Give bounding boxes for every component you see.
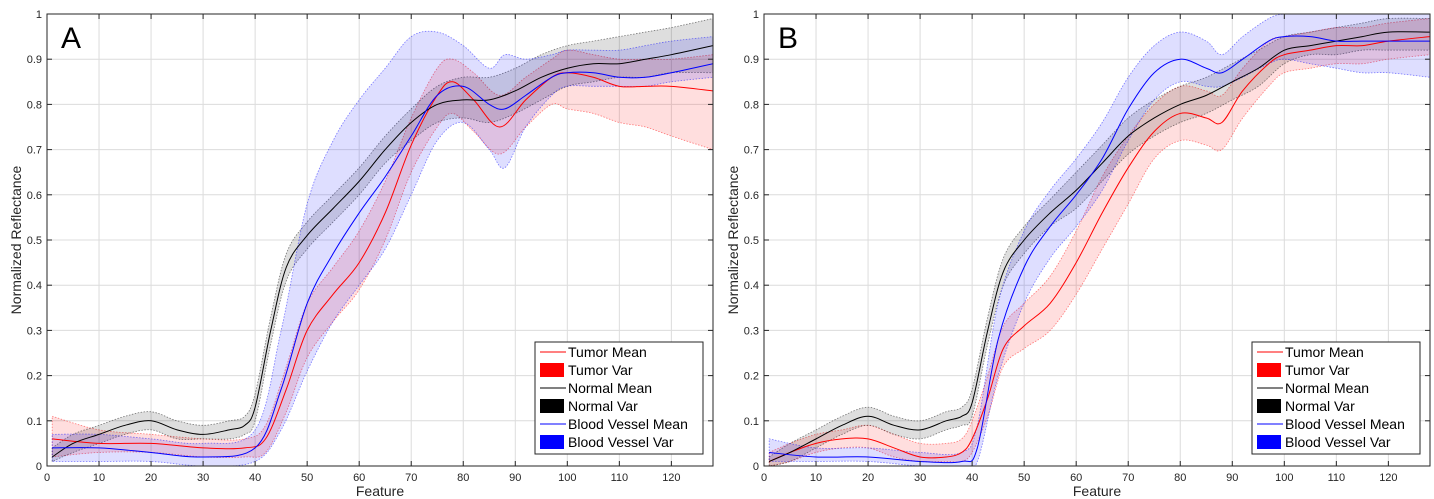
- normal-var-band: [768, 17, 1430, 466]
- y-tick-label: 0: [36, 461, 42, 473]
- y-tick-label: 0.5: [744, 235, 759, 247]
- legend-label-tumor-var: Tumor Var: [568, 362, 633, 378]
- legend-label-normal-var: Normal Var: [568, 398, 638, 414]
- x-tick-label: 120: [1379, 472, 1397, 484]
- x-tick-label: 110: [1328, 472, 1346, 484]
- y-tick-label: 0.2: [27, 371, 42, 383]
- x-tick-label: 40: [966, 472, 978, 484]
- legend-label-tumor-mean: Tumor Mean: [1285, 344, 1364, 360]
- x-tick-label: 90: [509, 472, 521, 484]
- x-tick-label: 70: [1122, 472, 1134, 484]
- y-tick-label: 0.7: [744, 145, 759, 157]
- panel-label: B: [778, 22, 798, 55]
- x-tick-label: 100: [1275, 472, 1293, 484]
- x-tick-label: 50: [301, 472, 313, 484]
- chart-panel-a: 0 10 20 30 40 50 60 70 80 90 100 110 120 0 0.1 0.2 0.3 0.…: [8, 9, 714, 499]
- legend-label-blood-vessel-mean: Blood Vessel Mean: [1285, 416, 1405, 432]
- y-tick-label: 0.3: [744, 325, 759, 337]
- x-tick-label: 70: [405, 472, 417, 484]
- x-tick-label: 110: [611, 472, 629, 484]
- y-tick-label: 0.9: [27, 54, 42, 66]
- legend-label-normal-mean: Normal Mean: [1285, 380, 1369, 396]
- legend-label-normal-var: Normal Var: [1285, 398, 1355, 414]
- y-tick-label: 1: [36, 9, 42, 21]
- y-tick-label: 0.2: [744, 371, 759, 383]
- x-tick-label: 100: [558, 472, 576, 484]
- x-tick-label: 0: [761, 472, 767, 484]
- legend-swatch-normal-var: [540, 399, 564, 413]
- legend-label-blood-vessel-mean: Blood Vessel Mean: [568, 416, 688, 432]
- series-layer: [51, 18, 713, 466]
- y-tick-label: 0.4: [27, 280, 42, 292]
- x-axis-label: Feature: [356, 483, 404, 499]
- x-tick-label: 10: [810, 472, 822, 484]
- y-axis-label: Normalized Reflectance: [8, 165, 24, 314]
- legend-swatch-tumor-var: [540, 363, 564, 377]
- blood-vessel-var-band: [51, 30, 713, 466]
- legend-swatch-blood-vessel-var: [540, 435, 564, 449]
- panel-label: A: [61, 22, 81, 55]
- blood-vessel-mean-line: [769, 35, 1430, 464]
- y-tick-label: 0.3: [27, 325, 42, 337]
- y-tick-label: 0.8: [27, 99, 42, 111]
- y-tick-label: 0: [753, 461, 759, 473]
- legend-swatch-tumor-var: [1257, 363, 1281, 377]
- y-tick-label: 0.7: [27, 145, 42, 157]
- x-tick-label: 80: [1174, 472, 1186, 484]
- blood-vessel-var-band: [768, 14, 1430, 466]
- x-tick-label: 0: [44, 472, 50, 484]
- y-tick-label: 0.6: [744, 190, 759, 202]
- y-tick-label: 0.6: [27, 190, 42, 202]
- normal-mean-line: [51, 45, 713, 458]
- tumor-mean-line: [769, 36, 1430, 462]
- legend-label-blood-vessel-var: Blood Vessel Var: [568, 434, 674, 450]
- y-tick-label: 0.9: [744, 54, 759, 66]
- legend: Tumor Mean Tumor Var Normal Mean Normal Var…: [1251, 341, 1421, 455]
- tumor-var-band: [51, 49, 713, 458]
- series-layer: [768, 14, 1430, 466]
- y-tick-label: 0.8: [744, 99, 759, 111]
- legend: Tumor Mean Tumor Var Normal Mean Normal Var…: [534, 341, 704, 455]
- x-tick-label: 50: [1018, 472, 1030, 484]
- x-tick-label: 90: [1226, 472, 1238, 484]
- x-tick-label: 80: [457, 472, 469, 484]
- legend-label-blood-vessel-var: Blood Vessel Var: [1285, 434, 1391, 450]
- x-tick-label: 120: [662, 472, 680, 484]
- x-tick-label: 20: [145, 472, 157, 484]
- x-tick-label: 60: [1070, 472, 1082, 484]
- y-tick-label: 0.1: [27, 416, 42, 428]
- blood-vessel-mean-line: [52, 63, 713, 458]
- normal-var-band: [51, 18, 713, 463]
- x-tick-label: 60: [353, 472, 365, 484]
- chart-panel-b: 0 10 20 30 40 50 60 70 80 90 100 110 120 0 0.1 0.2 0.3 0.…: [725, 9, 1431, 499]
- y-tick-label: 0.5: [27, 235, 42, 247]
- tumor-mean-line: [52, 72, 713, 450]
- legend-swatch-normal-var: [1257, 399, 1281, 413]
- x-tick-label: 30: [197, 472, 209, 484]
- x-tick-label: 20: [862, 472, 874, 484]
- legend-label-normal-mean: Normal Mean: [568, 380, 652, 396]
- x-tick-label: 40: [249, 472, 261, 484]
- y-tick-label: 0.4: [744, 280, 759, 292]
- tumor-var-band: [768, 18, 1430, 466]
- y-tick-label: 0.1: [744, 416, 759, 428]
- legend-swatch-blood-vessel-var: [1257, 435, 1281, 449]
- y-tick-label: 1: [753, 9, 759, 21]
- normal-mean-line: [769, 31, 1430, 462]
- y-axis-label: Normalized Reflectance: [725, 165, 741, 314]
- x-tick-label: 10: [93, 472, 105, 484]
- x-tick-label: 30: [914, 472, 926, 484]
- x-axis-label: Feature: [1073, 483, 1121, 499]
- legend-label-tumor-var: Tumor Var: [1285, 362, 1350, 378]
- legend-label-tumor-mean: Tumor Mean: [568, 344, 647, 360]
